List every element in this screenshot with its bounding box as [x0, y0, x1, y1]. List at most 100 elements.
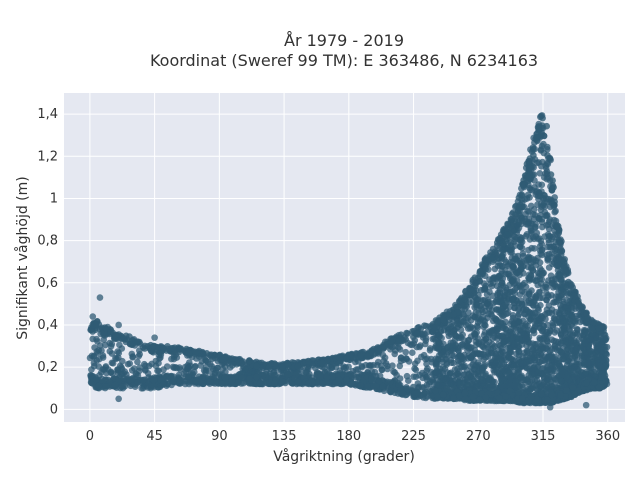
- data-point: [109, 370, 116, 377]
- data-point: [99, 366, 107, 373]
- data-point: [481, 297, 489, 304]
- data-point: [342, 364, 350, 371]
- data-point: [573, 315, 580, 323]
- data-point: [209, 355, 216, 363]
- data-point: [548, 391, 556, 399]
- data-point: [524, 207, 532, 215]
- y-tick-label: 0: [50, 402, 58, 417]
- data-point: [461, 296, 469, 303]
- data-point: [598, 364, 605, 371]
- data-point: [475, 370, 482, 378]
- data-point: [493, 282, 501, 290]
- data-point: [575, 336, 583, 343]
- data-point: [589, 324, 596, 332]
- data-point: [536, 247, 544, 254]
- data-point: [556, 315, 563, 322]
- x-tick-label: 0: [86, 429, 94, 444]
- data-point: [466, 325, 474, 332]
- data-point: [118, 383, 126, 391]
- data-point: [526, 271, 533, 279]
- data-point: [502, 393, 510, 400]
- data-point: [395, 381, 403, 389]
- data-point: [443, 369, 451, 376]
- data-point: [484, 344, 492, 351]
- data-point: [474, 350, 482, 358]
- data-point: [120, 375, 127, 382]
- data-point: [410, 383, 417, 391]
- data-point: [469, 298, 477, 306]
- data-point: [529, 365, 537, 372]
- outlier-point: [115, 395, 122, 403]
- data-point: [508, 254, 516, 262]
- data-point: [90, 359, 98, 367]
- data-point: [279, 378, 286, 386]
- data-point: [489, 276, 496, 283]
- x-tick-label: 270: [466, 429, 491, 444]
- data-point: [563, 296, 570, 304]
- data-point: [271, 380, 278, 387]
- data-point: [525, 255, 533, 263]
- data-point: [323, 356, 331, 364]
- data-point: [465, 337, 472, 344]
- data-point: [208, 363, 216, 370]
- data-point: [279, 363, 286, 371]
- data-point: [528, 393, 535, 401]
- data-point: [557, 302, 564, 309]
- outlier-point: [151, 334, 158, 341]
- data-point: [374, 361, 381, 369]
- data-point: [491, 397, 498, 405]
- data-point: [544, 152, 551, 159]
- data-point: [544, 243, 551, 251]
- data-point: [527, 186, 534, 193]
- x-tick-label: 45: [146, 429, 163, 444]
- data-point: [495, 298, 503, 306]
- data-point: [555, 262, 562, 269]
- data-point: [498, 365, 506, 373]
- data-point: [305, 380, 312, 387]
- data-point: [563, 319, 570, 326]
- data-point: [595, 325, 603, 332]
- data-point: [478, 286, 485, 294]
- data-point: [494, 276, 501, 283]
- data-point: [527, 299, 535, 307]
- data-point: [517, 284, 524, 291]
- data-point: [533, 229, 541, 237]
- data-point: [583, 379, 590, 387]
- data-point: [439, 311, 447, 319]
- data-point: [411, 360, 419, 368]
- data-point: [415, 324, 423, 331]
- data-point: [537, 113, 544, 121]
- data-point: [535, 235, 543, 242]
- data-point: [519, 382, 526, 389]
- data-point: [424, 365, 431, 372]
- data-point: [238, 374, 246, 382]
- x-tick-label: 225: [401, 429, 426, 444]
- data-point: [599, 338, 606, 346]
- data-point: [469, 361, 477, 368]
- data-point: [582, 337, 590, 344]
- outlier-point: [503, 231, 511, 238]
- data-point: [512, 270, 519, 278]
- data-point: [496, 293, 504, 301]
- data-point: [357, 382, 364, 390]
- data-point: [595, 383, 603, 391]
- data-points: [86, 112, 611, 411]
- data-point: [541, 358, 549, 365]
- data-point: [551, 315, 558, 322]
- data-point: [424, 373, 431, 380]
- data-point: [510, 299, 518, 307]
- data-point: [525, 158, 533, 165]
- data-point: [90, 353, 97, 361]
- data-point: [527, 146, 534, 153]
- data-point: [368, 348, 375, 356]
- data-point: [357, 352, 364, 360]
- data-point: [512, 377, 519, 385]
- data-point: [544, 378, 551, 386]
- data-point: [591, 379, 598, 386]
- data-point: [89, 328, 96, 335]
- data-point: [450, 394, 457, 402]
- data-point: [536, 353, 543, 361]
- data-point: [530, 326, 537, 334]
- data-point: [584, 319, 591, 327]
- x-tick-label: 135: [272, 429, 297, 444]
